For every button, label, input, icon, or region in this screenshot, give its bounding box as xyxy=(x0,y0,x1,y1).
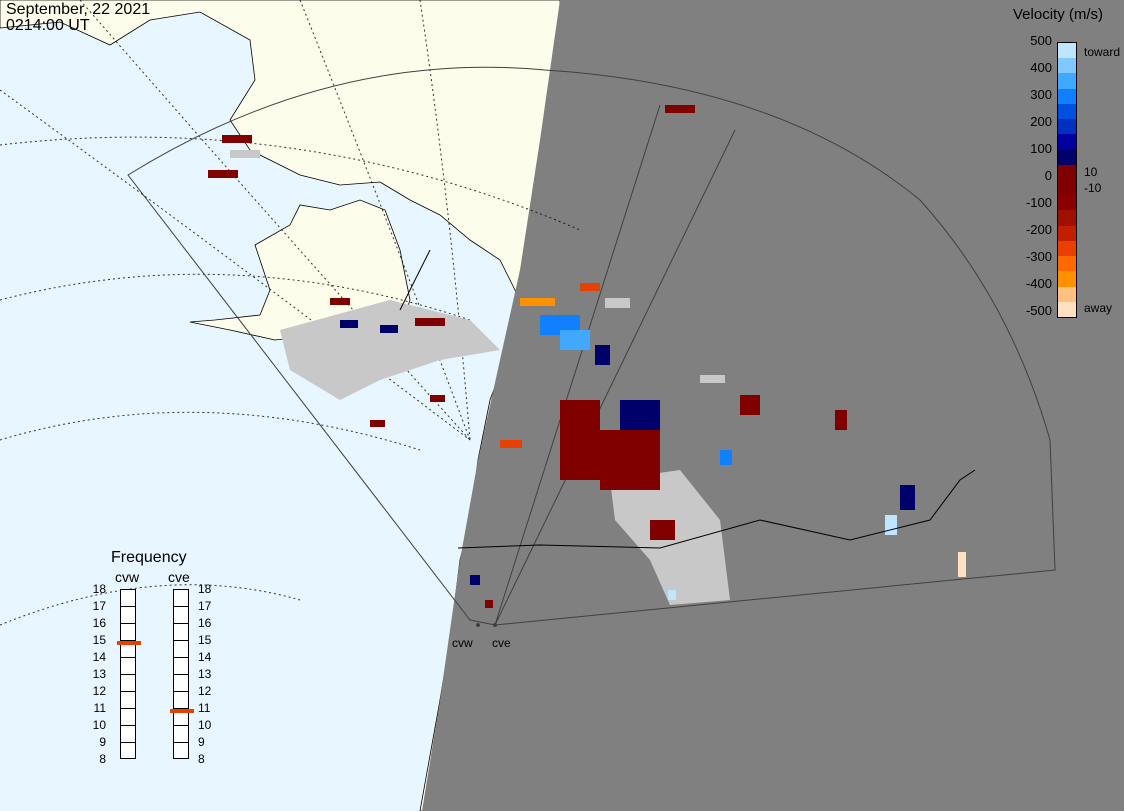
colorbar-swatch xyxy=(1058,225,1076,242)
colorbar-tick-label: -500 xyxy=(1025,303,1052,318)
frequency-scale-label: 16 xyxy=(92,616,106,630)
frequency-scale-label: 9 xyxy=(198,735,205,749)
frequency-scale-label: 11 xyxy=(93,701,106,715)
frequency-gridline xyxy=(174,742,188,743)
alaska-landmass xyxy=(0,0,561,811)
colorbar-swatch xyxy=(1058,43,1076,59)
frequency-scale-label: 9 xyxy=(99,735,106,749)
frequency-scale-label: 12 xyxy=(198,684,212,698)
colorbar-tick-label: -300 xyxy=(1025,249,1052,264)
frequency-gridline xyxy=(121,606,135,607)
frequency-scale-cvw xyxy=(117,589,141,759)
frequency-marker xyxy=(170,708,194,713)
colorbar-tick-label: 100 xyxy=(1030,141,1052,156)
site-markers xyxy=(476,623,497,627)
frequency-gridline xyxy=(174,708,188,709)
colorbar-swatch xyxy=(1058,88,1076,105)
colorbar-tick-label: 500 xyxy=(1030,33,1052,48)
borders xyxy=(399,249,976,549)
frequency-gridline xyxy=(121,657,135,658)
threshold-pos-label: 10 xyxy=(1084,165,1098,179)
colorbar-swatch xyxy=(1058,271,1076,288)
radar-fov xyxy=(127,66,1056,626)
frequency-gridline xyxy=(121,674,135,675)
time-label: 0214:00 UT xyxy=(6,17,90,34)
colorbar-tick-label: -400 xyxy=(1025,276,1052,291)
date-label: September, 22 2021 xyxy=(6,1,151,18)
colorbar-swatch xyxy=(1058,103,1076,120)
frequency-gridline xyxy=(174,606,188,607)
frequency-gridline xyxy=(121,623,135,624)
graticule xyxy=(0,0,581,626)
frequency-scale-cve xyxy=(170,589,194,759)
frequency-scale-label: 11 xyxy=(198,701,211,715)
land-masses xyxy=(0,0,561,811)
colorbar-swatch xyxy=(1058,180,1076,196)
frequency-title: Frequency xyxy=(111,549,187,566)
colorbar-tick-label: 0 xyxy=(1044,168,1052,183)
frequency-scale-label: 12 xyxy=(92,684,106,698)
colorbar-swatch xyxy=(1058,210,1076,227)
frequency-gridline xyxy=(174,674,188,675)
frequency-marker xyxy=(117,640,141,645)
frequency-gridline xyxy=(174,657,188,658)
frequency-scale-label: 17 xyxy=(92,599,106,613)
frequency-scale-label: 8 xyxy=(99,752,106,766)
frequency-radar-label-cve: cve xyxy=(168,569,190,585)
frequency-scale-label: 10 xyxy=(92,718,106,732)
colorbar-title: Velocity (m/s) xyxy=(1013,6,1104,23)
colorbar-tick-label: -200 xyxy=(1025,222,1052,237)
colorbar-swatch xyxy=(1058,286,1076,303)
frequency-gridline xyxy=(121,691,135,692)
frequency-gridline xyxy=(121,640,135,641)
frequency-scale-label: 13 xyxy=(92,667,106,681)
frequency-scale-label: 10 xyxy=(198,718,212,732)
frequency-scale-label: 14 xyxy=(198,650,212,664)
colorbar-swatch xyxy=(1058,240,1076,257)
toward-label: toward xyxy=(1084,45,1121,59)
colorbar-swatch xyxy=(1058,58,1076,74)
frequency-scale-label: 8 xyxy=(198,752,205,766)
frequency-scale-label: 17 xyxy=(198,599,212,613)
colorbar-tick-label: 300 xyxy=(1030,87,1052,102)
colorbar-swatch xyxy=(1058,134,1076,151)
frequency-radar-label-cvw: cvw xyxy=(115,569,140,585)
colorbar-swatch xyxy=(1058,149,1076,166)
colorbar-tick-label: 400 xyxy=(1030,60,1052,75)
colorbar-swatch xyxy=(1058,73,1076,90)
echoes xyxy=(208,105,966,608)
colorbar-tick-label: -100 xyxy=(1025,195,1052,210)
frequency-gridline xyxy=(121,725,135,726)
colorbar-tick-label: 200 xyxy=(1030,114,1052,129)
site-label-cvw: cvw xyxy=(452,636,473,650)
colorbar xyxy=(1057,42,1077,318)
colorbar-swatch xyxy=(1058,301,1076,318)
site-label-cve: cve xyxy=(492,636,511,650)
frequency-gridline xyxy=(174,623,188,624)
frequency-gridline xyxy=(174,640,188,641)
frequency-gridline xyxy=(121,708,135,709)
night-terminator xyxy=(422,0,1124,811)
frequency-gridline xyxy=(121,742,135,743)
frequency-scale-label: 18 xyxy=(92,582,106,596)
frequency-scale-label: 15 xyxy=(198,633,212,647)
threshold-neg-label: -10 xyxy=(1084,181,1102,195)
colorbar-swatch xyxy=(1058,119,1076,135)
frequency-scale-label: 18 xyxy=(198,582,212,596)
colorbar-swatch xyxy=(1058,195,1076,211)
away-label: away xyxy=(1084,301,1113,315)
frequency-gridline xyxy=(174,725,188,726)
frequency-scale-label: 16 xyxy=(198,616,212,630)
frequency-scale-label: 15 xyxy=(92,633,106,647)
frequency-scale-label: 14 xyxy=(92,650,106,664)
frequency-gridline xyxy=(174,691,188,692)
colorbar-swatch xyxy=(1058,256,1076,272)
frequency-scale-label: 13 xyxy=(198,667,212,681)
colorbar-swatch xyxy=(1058,164,1076,181)
